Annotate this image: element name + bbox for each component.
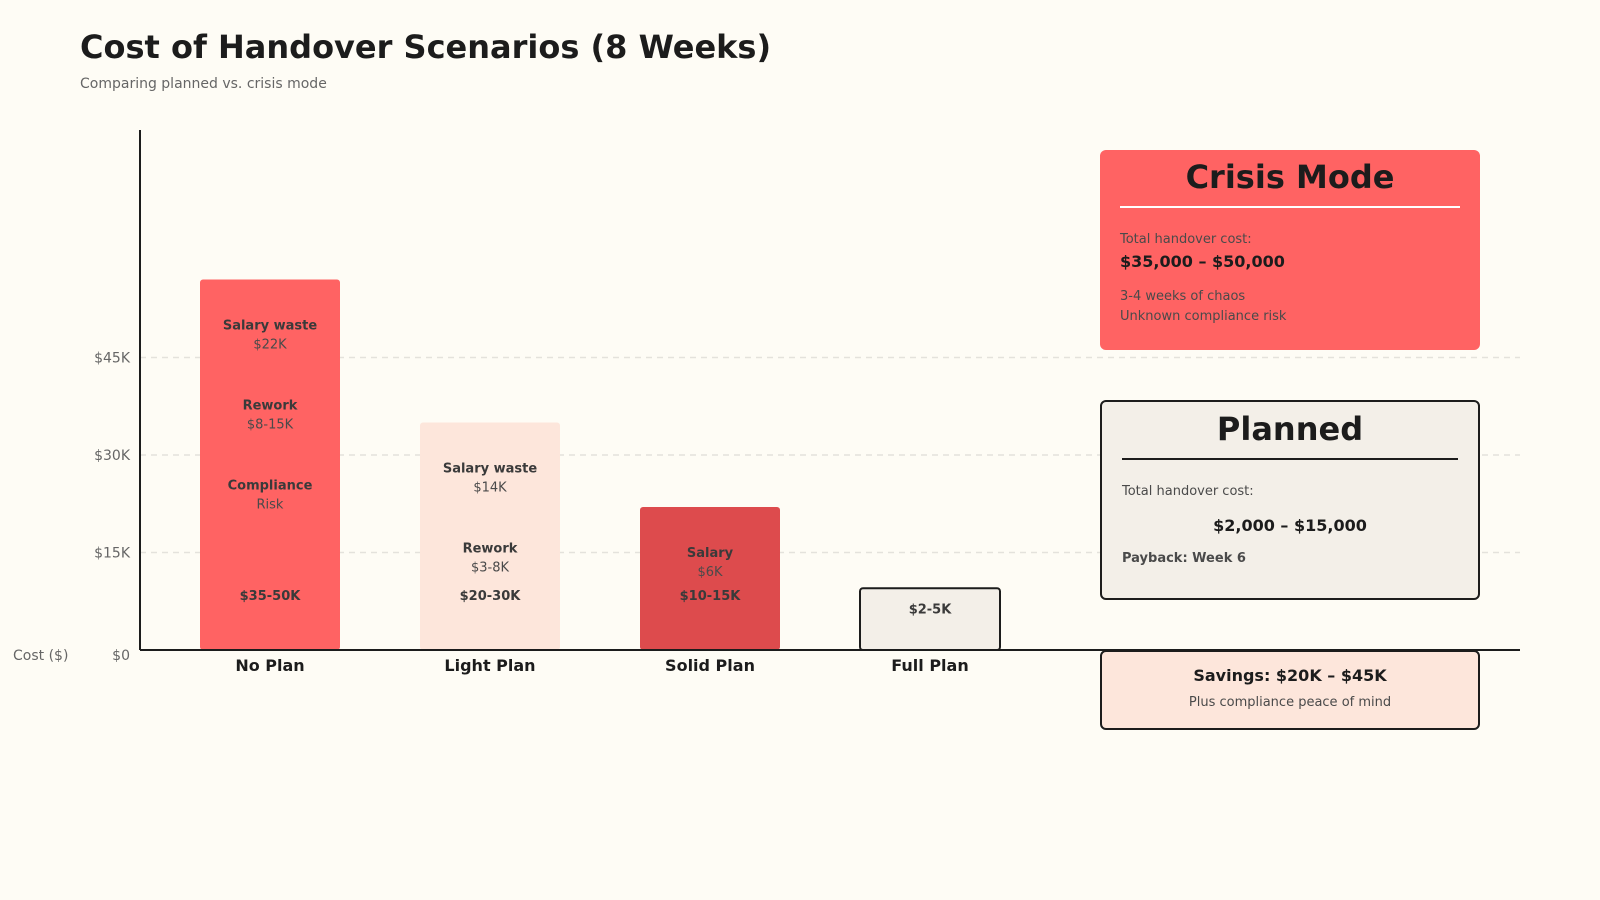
bar-1-total-label: $20-30K <box>460 589 522 604</box>
planned-heading: Planned <box>1122 410 1458 460</box>
chart-subtitle: Comparing planned vs. crisis mode <box>80 76 327 92</box>
crisis-cost-range: $35,000 – $50,000 <box>1120 252 1285 271</box>
crisis-mode-heading: Crisis Mode <box>1120 158 1460 208</box>
y-tick-label-1: $15K <box>94 546 131 562</box>
savings-subtitle: Plus compliance peace of mind <box>1188 695 1392 710</box>
planned-cost-label: Total handover cost: <box>1122 484 1254 499</box>
crisis-line-chaos: 3-4 weeks of chaos <box>1120 289 1246 304</box>
x-category-label-2: Solid Plan <box>665 656 755 675</box>
bar-2-segment-value-0: $6K <box>697 565 723 580</box>
savings-card: Savings: $20K – $45K Plus compliance pea… <box>1100 650 1480 730</box>
bar-1-segment-value-0: $14K <box>473 481 507 496</box>
bar-0 <box>200 279 340 650</box>
x-category-label-1: Light Plan <box>444 656 535 675</box>
bar-3 <box>859 587 1001 651</box>
bar-0-segment-label-0: Salary waste <box>223 319 318 334</box>
bar-0-segment-value-1: $8-15K <box>247 418 294 433</box>
bar-0-total-label: $35-50K <box>240 589 302 604</box>
savings-title: Savings: $20K – $45K <box>1193 666 1387 685</box>
planned-cost-range: $2,000 – $15,000 <box>1213 516 1367 535</box>
y-tick-label-0: $0 <box>112 648 130 664</box>
chart-title: Cost of Handover Scenarios (8 Weeks) <box>80 28 772 66</box>
bar-2-total-label: $10-15K <box>680 589 742 604</box>
crisis-mode-card: Crisis Mode Total handover cost: $35,000… <box>1100 150 1480 350</box>
y-tick-label-3: $45K <box>94 351 131 367</box>
x-category-label-0: No Plan <box>235 656 304 675</box>
bar-2-segment-label-0: Salary <box>687 546 734 561</box>
bar-1 <box>420 422 560 650</box>
bar-1-segment-label-0: Salary waste <box>443 462 538 477</box>
crisis-cost-label: Total handover cost: <box>1120 232 1252 247</box>
y-tick-label-2: $30K <box>94 448 131 464</box>
bar-0-segment-value-0: $22K <box>253 338 287 353</box>
x-category-label-3: Full Plan <box>891 656 968 675</box>
crisis-line-risk: Unknown compliance risk <box>1120 309 1287 324</box>
bar-3-total-label: $2-5K <box>909 602 953 617</box>
bar-2 <box>640 507 780 650</box>
bar-0-segment-label-2: Compliance <box>228 479 313 494</box>
planned-payback: Payback: Week 6 <box>1122 551 1246 566</box>
bar-1-segment-value-1: $3-8K <box>471 561 510 576</box>
bar-0-segment-label-1: Rework <box>243 399 298 414</box>
y-axis-label: Cost ($) <box>13 648 68 664</box>
planned-card: Planned Total handover cost: $2,000 – $1… <box>1100 400 1480 600</box>
bar-0-segment-value-2: Risk <box>257 498 284 513</box>
bar-1-segment-label-1: Rework <box>463 542 518 557</box>
